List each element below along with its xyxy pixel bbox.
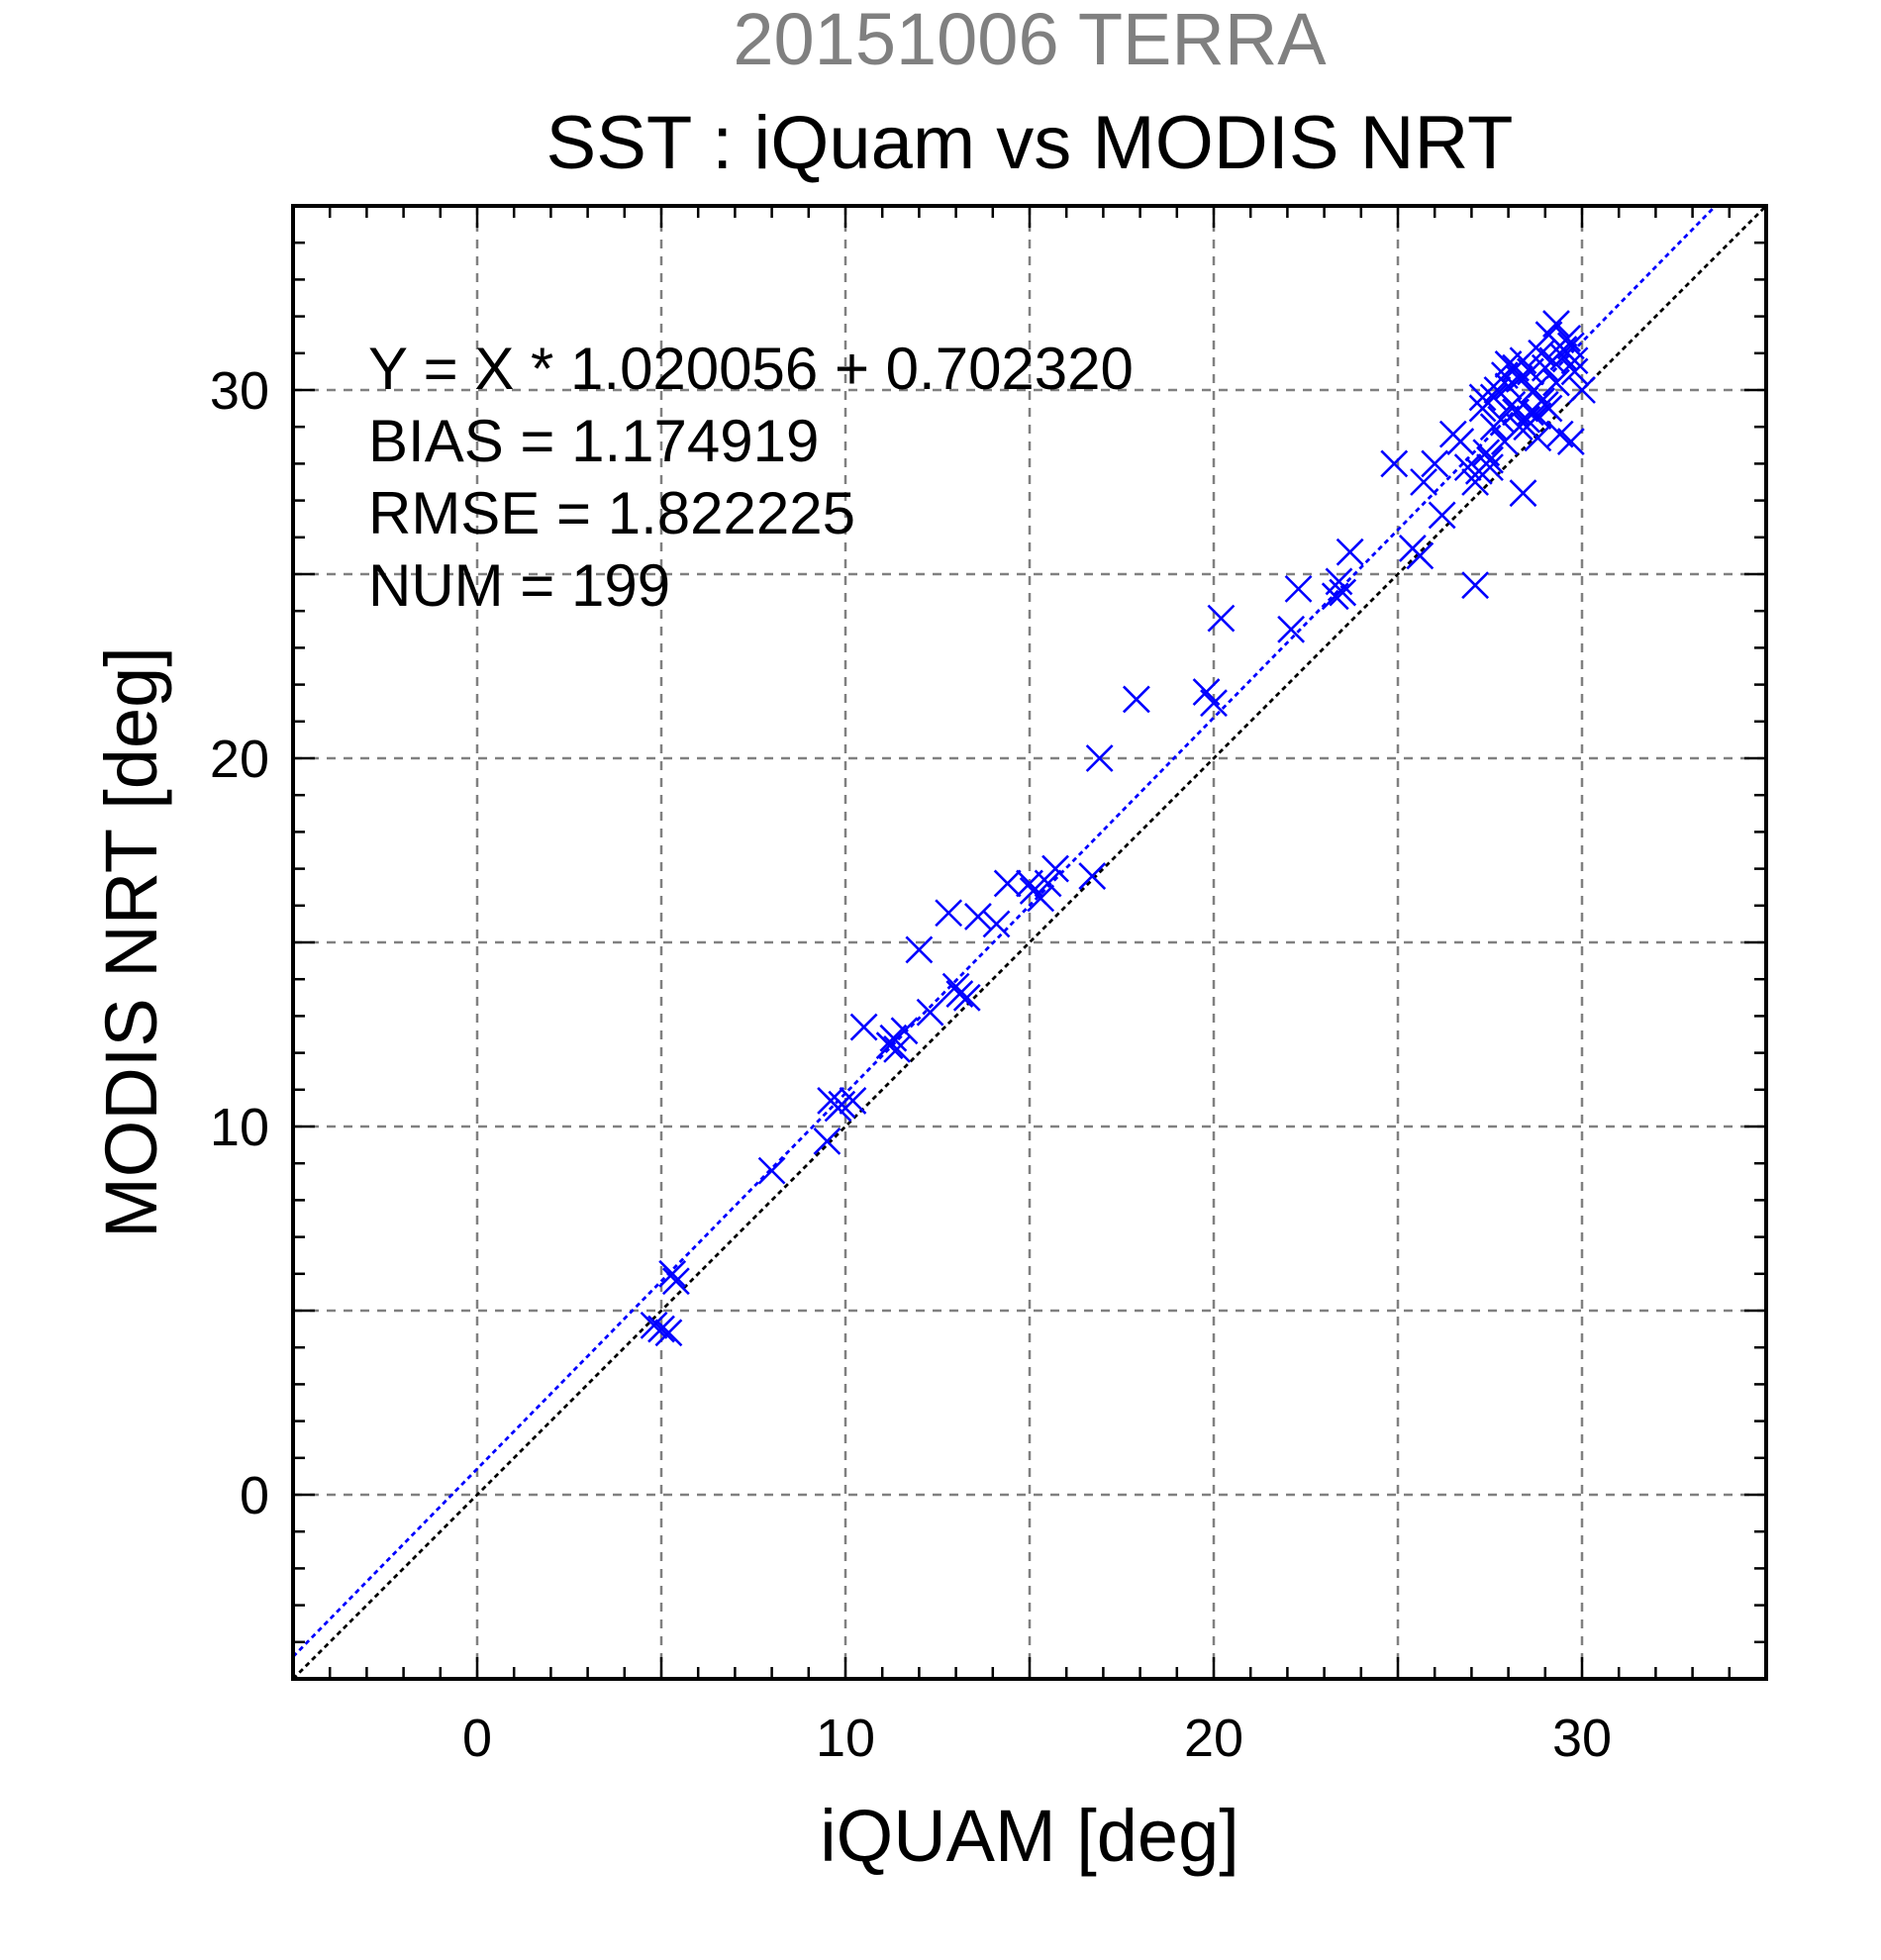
x-tick-label: 20 — [1184, 1709, 1243, 1768]
data-point — [1325, 567, 1353, 596]
data-point — [849, 1013, 878, 1041]
data-point — [952, 983, 981, 1012]
data-point — [1524, 424, 1552, 452]
data-point — [1284, 574, 1313, 603]
annotation-line: Y = X * 1.020056 + 0.702320 — [368, 336, 1134, 402]
data-point — [964, 903, 992, 931]
data-point — [828, 1090, 856, 1119]
data-point — [1549, 336, 1578, 363]
y-tick-label: 10 — [210, 1098, 269, 1157]
data-point — [1542, 368, 1570, 397]
data-point — [1531, 390, 1559, 419]
data-point — [883, 1034, 911, 1063]
data-point — [1505, 413, 1534, 441]
data-point — [757, 1156, 786, 1185]
data-point — [1027, 884, 1055, 913]
x-tick-label: 10 — [816, 1709, 875, 1768]
x-tick-label: 30 — [1552, 1709, 1612, 1768]
chart-title: SST : iQuam vs MODIS NRT — [546, 101, 1514, 185]
data-point — [1553, 325, 1582, 352]
data-point — [1329, 578, 1357, 607]
data-point — [647, 1315, 675, 1343]
data-points — [640, 310, 1596, 1347]
data-point — [916, 998, 944, 1027]
data-point — [1479, 383, 1508, 412]
data-point — [1509, 346, 1537, 375]
data-point — [1034, 869, 1062, 898]
data-point — [640, 1311, 668, 1339]
data-point — [658, 1259, 687, 1288]
data-point — [1078, 862, 1107, 890]
y-tick-labels: 0 10 20 30 — [210, 361, 269, 1525]
data-point — [1336, 538, 1364, 566]
data-point — [661, 1267, 690, 1296]
data-point — [1122, 685, 1150, 714]
data-point — [935, 899, 963, 928]
plot-frame — [291, 204, 1768, 1681]
data-point — [654, 1319, 683, 1347]
y-axis-label: MODIS NRT [deg] — [90, 646, 172, 1238]
x-tick-labels: 0 10 20 30 — [462, 1709, 1612, 1768]
data-point — [1461, 571, 1490, 600]
data-point — [1277, 615, 1306, 643]
y-tick-label: 0 — [240, 1466, 269, 1525]
data-point — [905, 935, 934, 964]
x-tick-label: 0 — [462, 1709, 492, 1768]
data-point — [1421, 449, 1449, 478]
data-point — [1428, 501, 1456, 530]
data-point — [1568, 376, 1596, 404]
data-point — [982, 910, 1011, 938]
data-point — [1200, 689, 1228, 718]
data-point — [1517, 398, 1544, 427]
data-point — [1085, 744, 1114, 772]
data-point — [1410, 468, 1437, 496]
data-point — [890, 1017, 919, 1045]
data-point — [993, 869, 1022, 898]
annotation-line: BIAS = 1.174919 — [368, 408, 819, 474]
x-axis-label: iQUAM [deg] — [820, 1795, 1239, 1877]
annotation-line: RMSE = 1.822225 — [368, 480, 855, 546]
chart-supertitle: 20151006 TERRA — [733, 0, 1327, 80]
data-point — [1453, 453, 1482, 482]
data-point — [1041, 854, 1069, 883]
data-point — [1560, 357, 1589, 386]
regression-line — [293, 206, 1718, 1658]
data-point — [1207, 604, 1236, 633]
data-point — [1476, 445, 1504, 474]
reference-lines — [293, 206, 1766, 1679]
data-point — [1476, 453, 1504, 482]
data-point — [1468, 383, 1497, 412]
data-point — [1380, 449, 1409, 478]
data-point — [1446, 428, 1475, 455]
data-point — [1542, 310, 1570, 338]
data-point — [839, 1087, 867, 1115]
data-point — [1479, 413, 1508, 441]
annotation-line: NUM = 199 — [368, 552, 670, 619]
y-tick-label: 30 — [210, 361, 269, 421]
data-point — [945, 980, 974, 1008]
y-tick-label: 20 — [210, 730, 269, 789]
data-point — [1406, 541, 1435, 570]
data-point — [1509, 479, 1537, 508]
data-point — [813, 1127, 842, 1155]
data-point — [1556, 428, 1585, 455]
